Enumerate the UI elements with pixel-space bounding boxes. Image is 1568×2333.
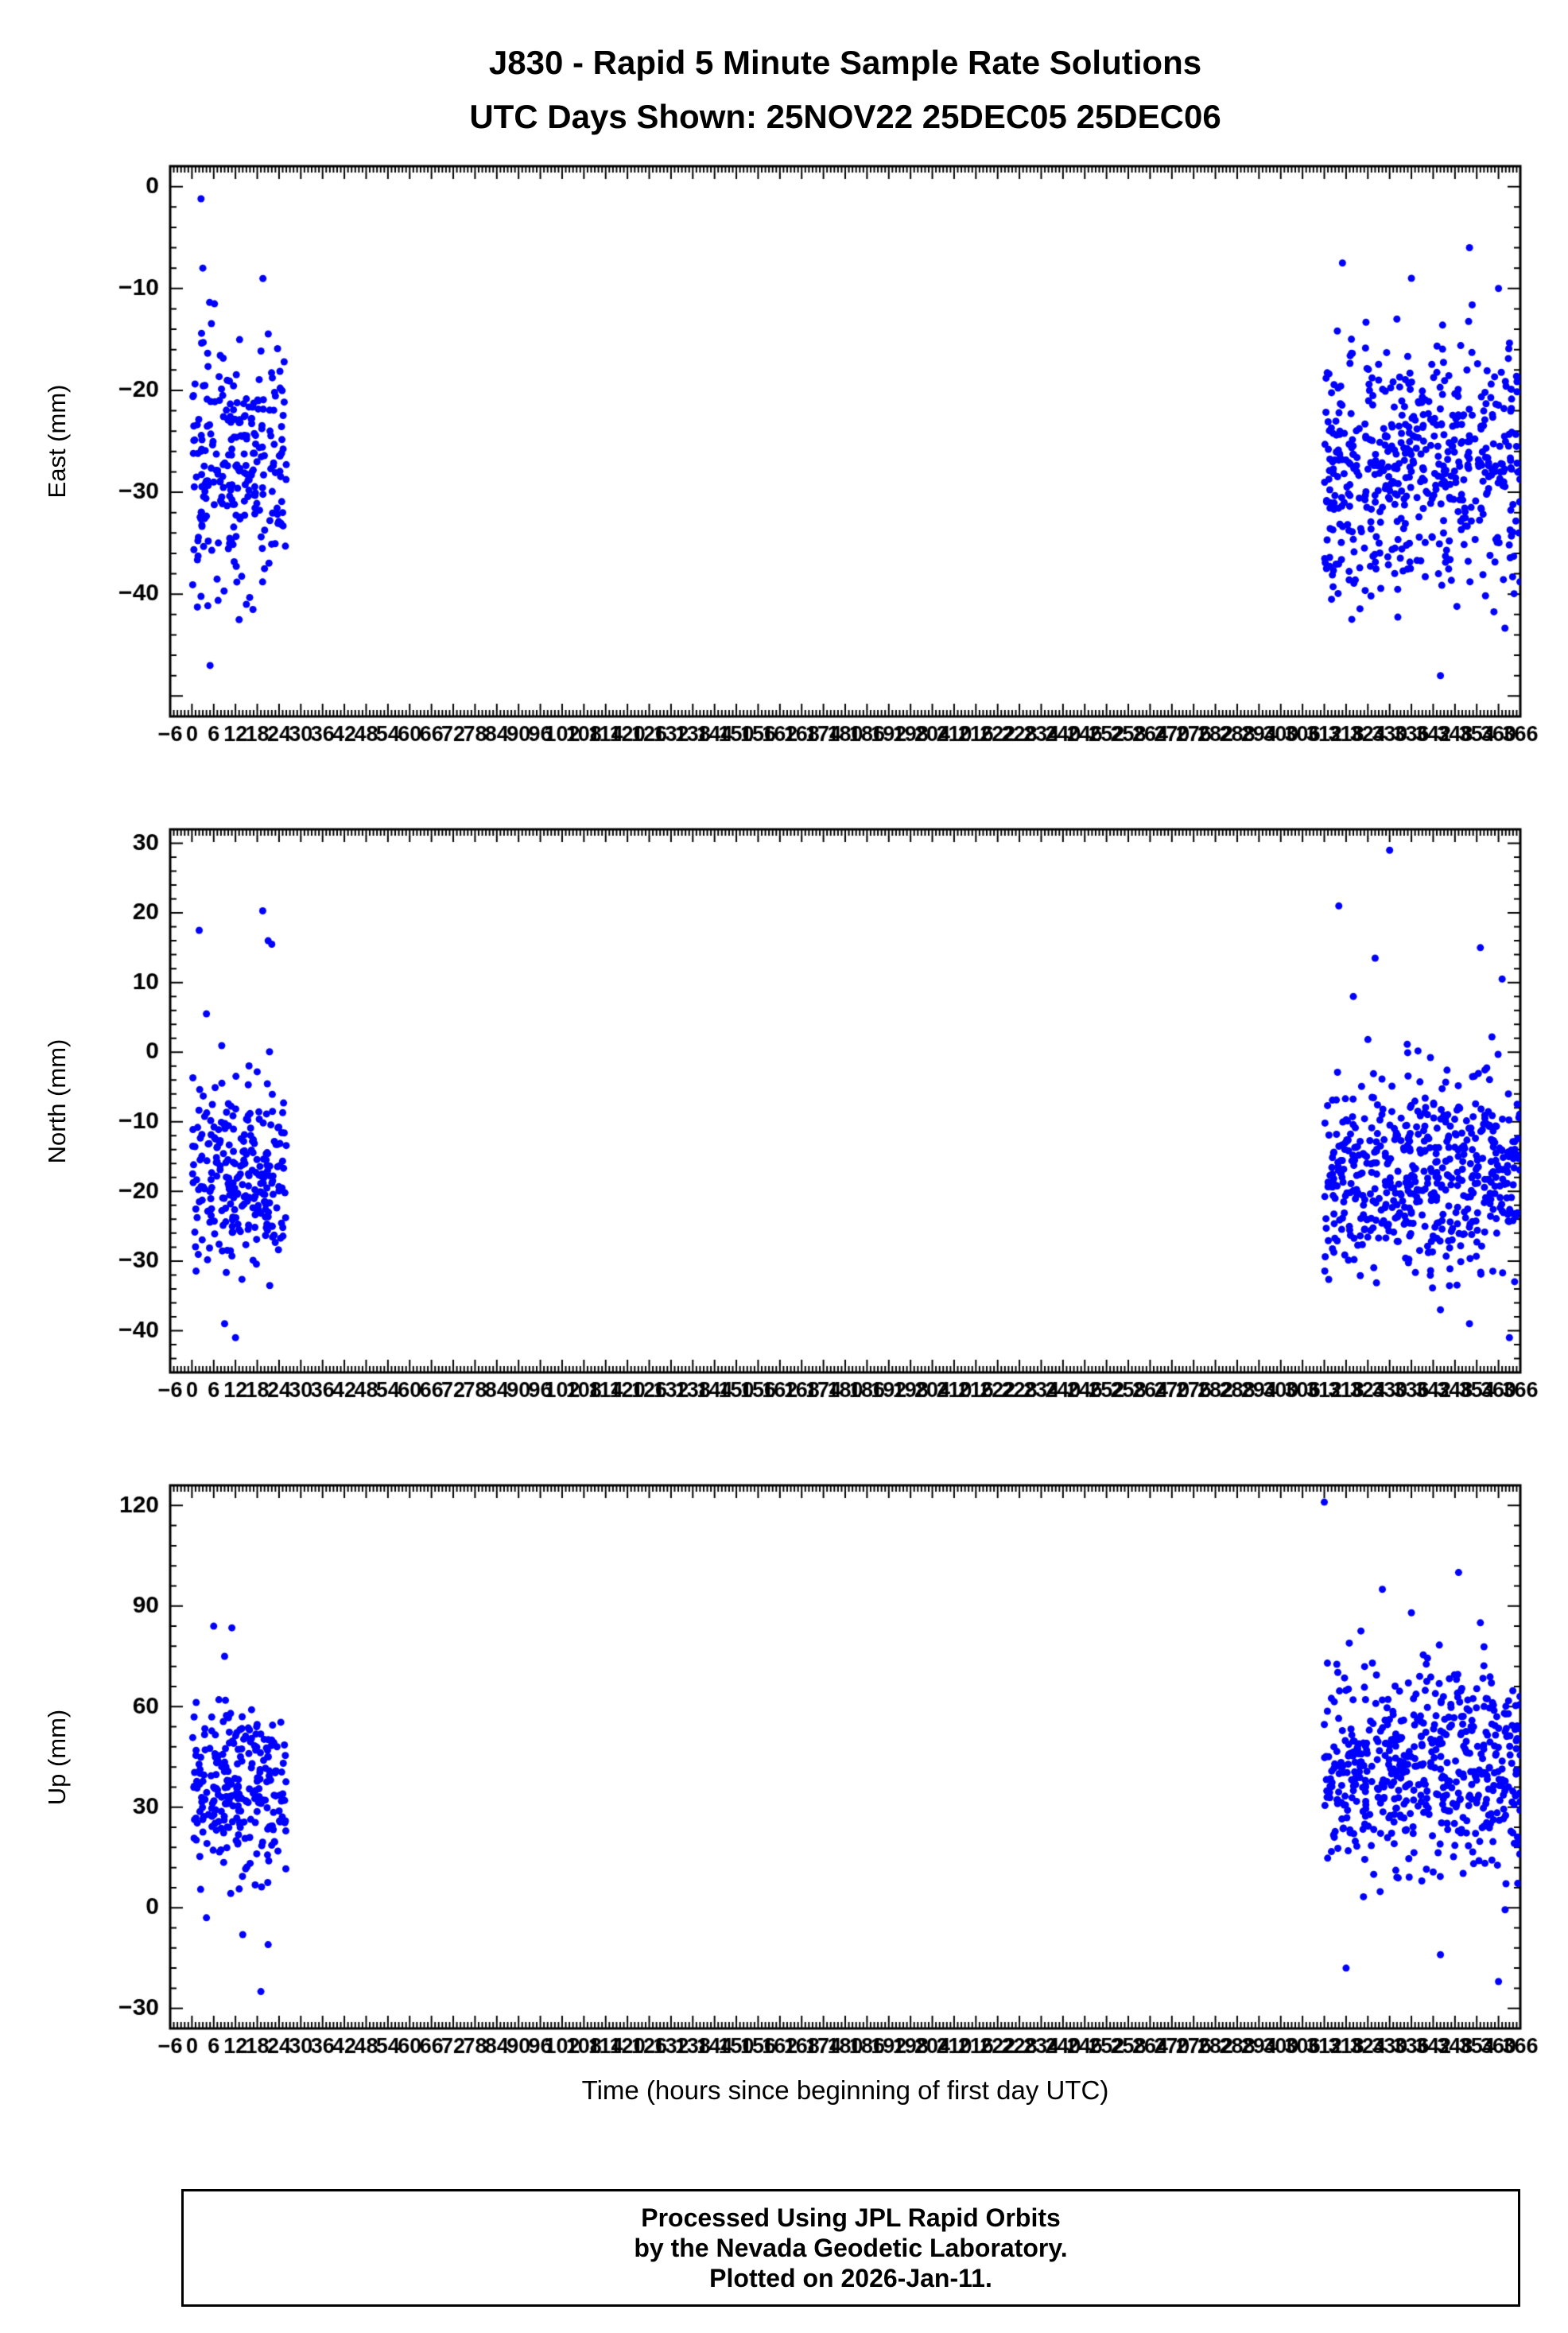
east-axis-label: East (mm) [43, 384, 71, 499]
footer-line-1: Processed Using JPL Rapid Orbits [641, 2203, 1061, 2232]
chart-subtitle: UTC Days Shown: 25NOV22 25DEC05 25DEC06 [469, 98, 1221, 135]
north-axis-label: North (mm) [43, 1038, 71, 1164]
footer-line-2: by the Nevada Geodetic Laboratory. [634, 2234, 1068, 2262]
up-axis-label: Up (mm) [43, 1709, 71, 1806]
x-axis-label: Time (hours since beginning of first day… [581, 2075, 1109, 2105]
chart-title: J830 - Rapid 5 Minute Sample Rate Soluti… [488, 44, 1202, 81]
footer-box: Processed Using JPL Rapid Orbits by the … [181, 2189, 1520, 2307]
footer-line-3: Plotted on 2026-Jan-11. [709, 2264, 992, 2292]
